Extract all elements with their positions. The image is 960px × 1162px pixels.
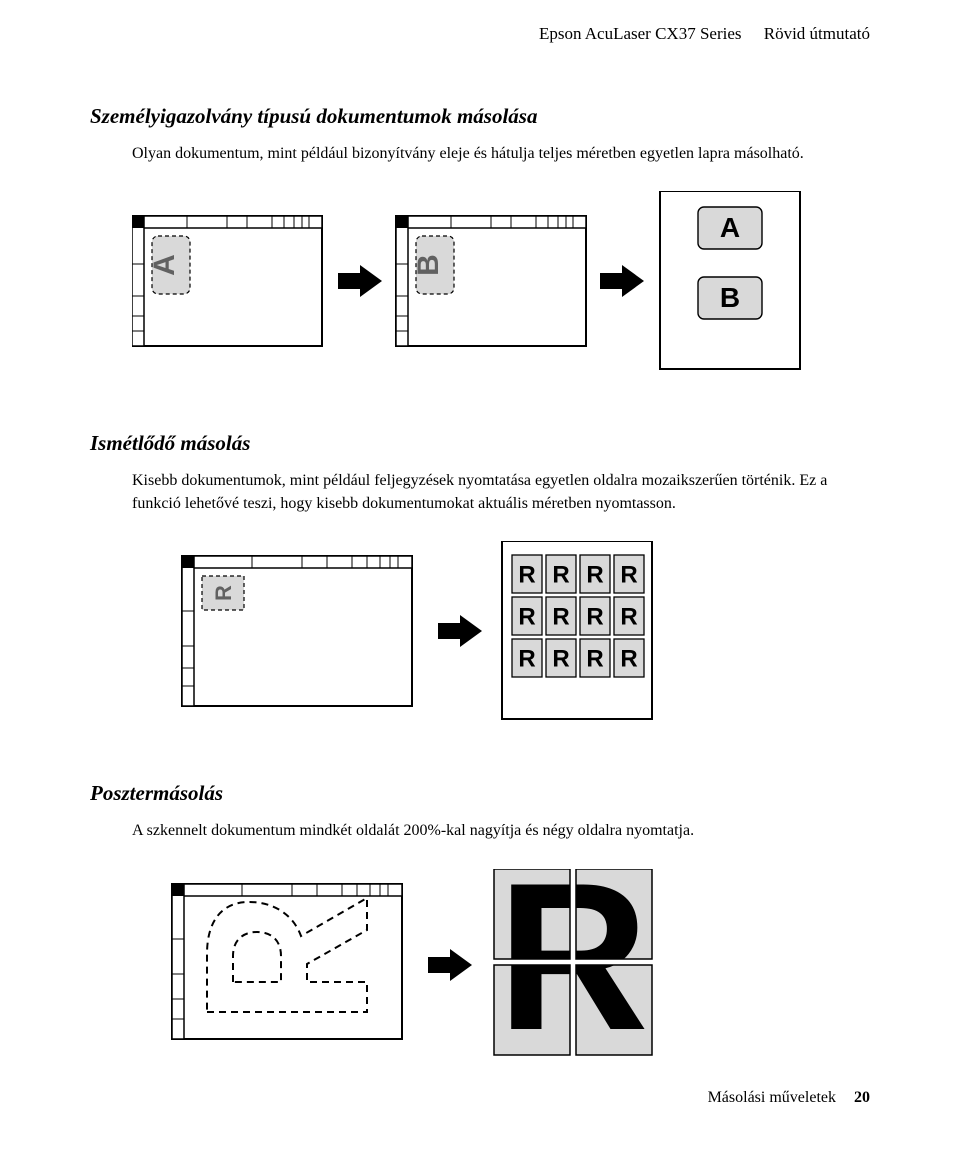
poster-diagram-svg: R <box>132 869 832 1059</box>
section-body-poster: A szkennelt dokumentum mindkét oldalát 2… <box>132 820 852 842</box>
svg-text:R: R <box>211 585 236 601</box>
repeat-tile-label: R <box>552 646 569 673</box>
repeat-tile-label: R <box>552 604 569 631</box>
repeat-tile-label: R <box>586 562 603 589</box>
product-name: Epson AcuLaser CX37 Series <box>539 24 742 43</box>
page-footer: Másolási műveletek 20 <box>90 1089 870 1107</box>
repeat-tile-label: R <box>552 562 569 589</box>
running-header: Epson AcuLaser CX37 Series Rövid útmutat… <box>90 24 870 44</box>
idcard-diagram-svg: A B A <box>132 191 832 371</box>
section-title-idcard: Személyigazolvány típusú dokumentumok má… <box>90 104 870 129</box>
doc-name: Rövid útmutató <box>764 24 870 43</box>
repeat-tile-label: R <box>586 604 603 631</box>
repeat-tile-label: R <box>620 562 637 589</box>
figure-idcard: A B A <box>132 191 870 371</box>
idcard-label-a: A <box>720 212 740 243</box>
repeat-tile-label: R <box>518 604 535 631</box>
repeat-diagram-svg: R RRRRRRRRRRRR <box>132 541 832 721</box>
footer-section: Másolási műveletek <box>708 1089 836 1106</box>
figure-poster: R <box>132 869 870 1059</box>
section-body-idcard: Olyan dokumentum, mint például bizonyítv… <box>132 143 852 165</box>
idcard-label-b: B <box>720 282 740 313</box>
figure-repeat: R RRRRRRRRRRRR <box>132 541 870 721</box>
repeat-tile-label: R <box>518 562 535 589</box>
repeat-tile-label: R <box>620 604 637 631</box>
svg-text:A: A <box>148 255 181 277</box>
section-body-repeat: Kisebb dokumentumok, mint például feljeg… <box>132 470 852 515</box>
footer-page-number: 20 <box>854 1089 870 1106</box>
repeat-tile-label: R <box>586 646 603 673</box>
section-title-poster: Posztermásolás <box>90 781 870 806</box>
repeat-tile-label: R <box>620 646 637 673</box>
svg-text:B: B <box>412 255 445 277</box>
repeat-tile-label: R <box>518 646 535 673</box>
repeat-output: RRRRRRRRRRRR <box>502 541 652 719</box>
section-title-repeat: Ismétlődő másolás <box>90 431 870 456</box>
